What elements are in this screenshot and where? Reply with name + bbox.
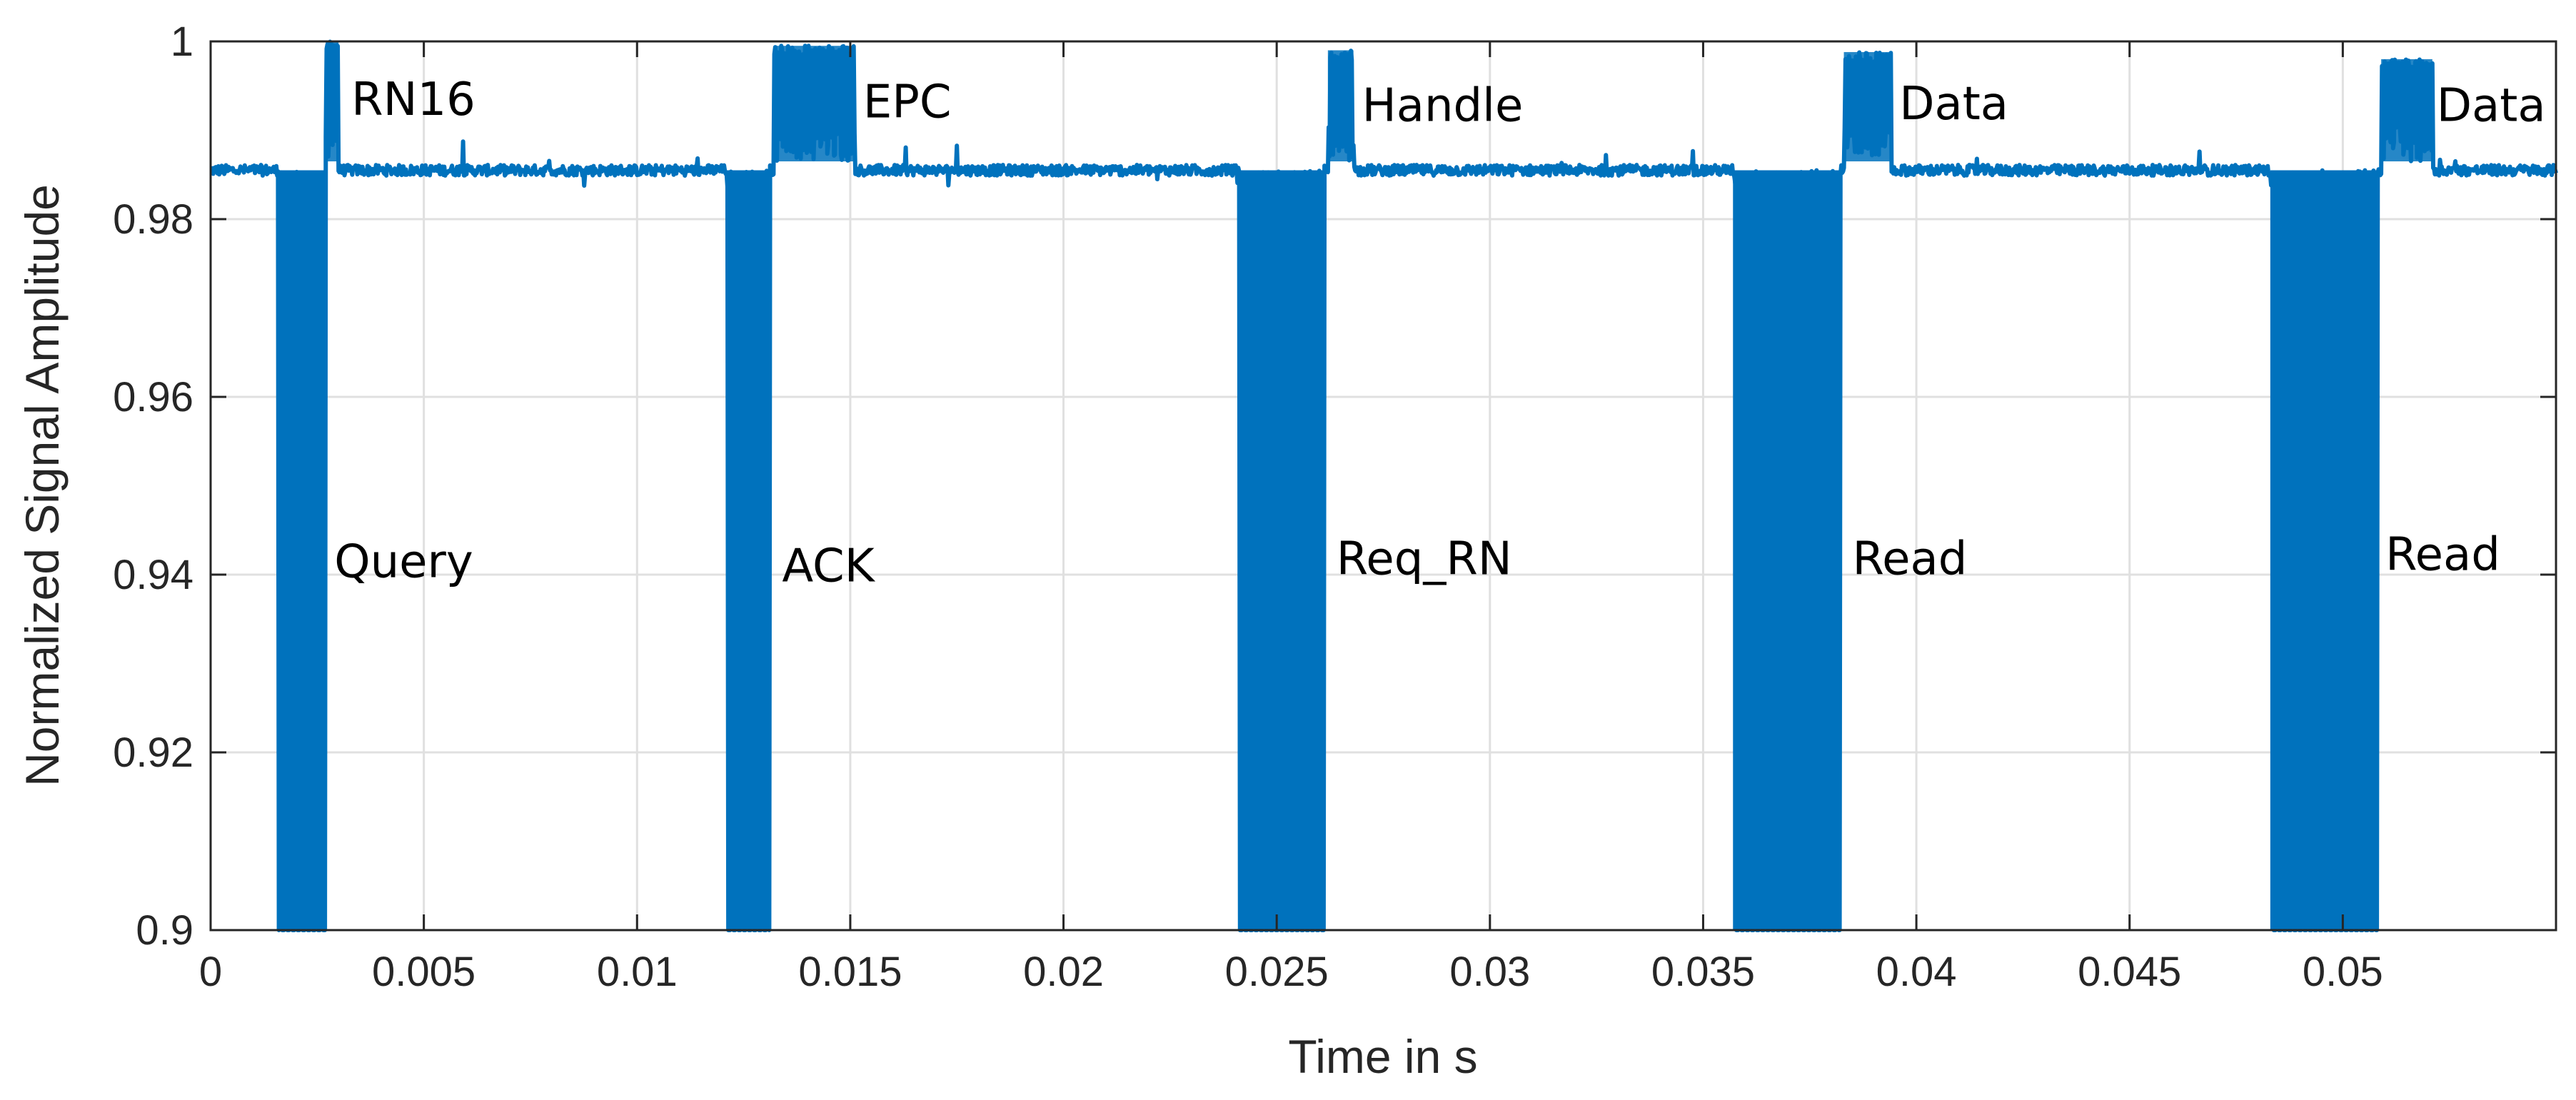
tick-labels: 0 0.005 0.01 0.015 0.02 0.025 0.03 0.035 0.04 0.0…	[113, 19, 2383, 995]
y-tick-label: 0.9	[136, 907, 193, 954]
x-tick-label: 0.04	[1876, 949, 1957, 995]
x-tick-label: 0.025	[1225, 949, 1329, 995]
tag-response-block	[773, 46, 855, 162]
annotation-label: Read	[2385, 528, 2500, 581]
annotation-label: RN16	[351, 74, 476, 126]
x-tick-label: 0.045	[2078, 949, 2181, 995]
reader-command-block	[278, 170, 326, 930]
annotation-label: Data	[1899, 78, 2008, 131]
x-tick-label: 0.01	[597, 949, 678, 995]
y-tick-label: 0.92	[113, 730, 193, 776]
annotation-label: Query	[334, 535, 473, 588]
x-tick-label: 0.05	[2303, 949, 2383, 995]
signal-line	[209, 39, 2558, 932]
annotations: Query RN16 ACK EPC Req_RN Handle Read Data Read D…	[334, 74, 2545, 593]
x-tick-label: 0.02	[1023, 949, 1104, 995]
tag-response-block	[2381, 59, 2432, 162]
x-tick-label: 0.035	[1651, 949, 1755, 995]
tag-response-block	[1327, 50, 1354, 162]
annotation-label: ACK	[782, 540, 875, 593]
annotation-label: Data	[2437, 80, 2546, 133]
annotation-label: Handle	[1362, 80, 1524, 133]
annotation-label: Read	[1853, 533, 1968, 586]
reader-command-block	[1238, 170, 1324, 930]
reader-command-block	[2270, 170, 2378, 930]
x-tick-label: 0.03	[1449, 949, 1530, 995]
axes-frame	[209, 40, 2557, 932]
annotation-label: Req_RN	[1337, 533, 1512, 586]
reader-command-block	[726, 170, 770, 930]
y-tick-label: 1	[171, 19, 193, 65]
x-tick-label: 0	[199, 949, 222, 995]
x-tick-label: 0.005	[372, 949, 476, 995]
y-tick-label: 0.94	[113, 552, 193, 598]
tag-response-block	[1843, 51, 1891, 162]
plot-data	[209, 39, 2558, 932]
y-axis-title: Normalized Signal Amplitude	[16, 184, 69, 787]
reader-command-block	[1733, 170, 1840, 930]
x-tick-label: 0.015	[798, 949, 902, 995]
annotation-label: EPC	[863, 76, 952, 129]
y-tick-label: 0.98	[113, 196, 193, 243]
x-axis-title: Time in s	[1288, 1030, 1477, 1083]
plot-frame	[209, 40, 2557, 932]
y-tick-label: 0.96	[113, 374, 193, 420]
tag-response-block	[326, 41, 339, 162]
